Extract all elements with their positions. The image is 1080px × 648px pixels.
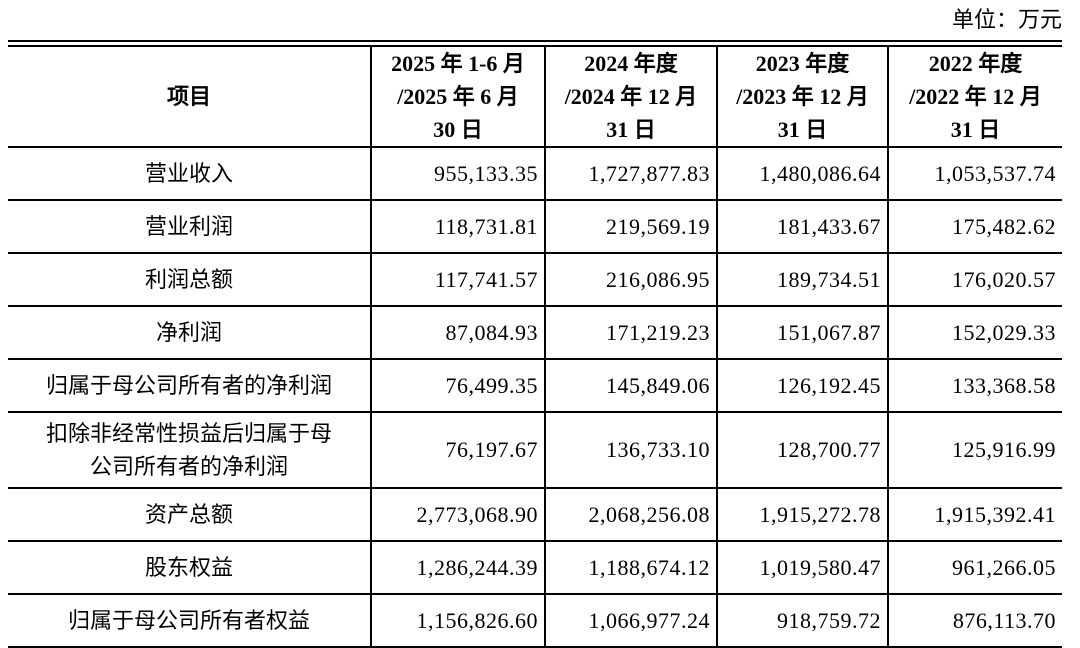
value-cell: 876,113.70 [887, 594, 1062, 648]
table-row: 营业利润 118,731.81 219,569.19 181,433.67 175,48… [8, 200, 1062, 254]
value-cell: 126,192.45 [716, 359, 888, 413]
col-header-period-1: 2024 年度 /2024 年 12 月 31 日 [544, 43, 717, 148]
value-cell: 1,727,877.83 [544, 147, 717, 201]
value-cell: 1,053,537.74 [887, 147, 1062, 201]
table-row: 归属于母公司所有者的净利润 76,499.35 145,849.06 126,192.… [8, 359, 1062, 413]
row-label: 资产总额 [8, 488, 371, 542]
value-cell: 1,066,977.24 [544, 594, 717, 648]
value-cell: 955,133.35 [370, 147, 545, 201]
value-cell: 1,188,674.12 [544, 541, 717, 595]
table-row: 净利润 87,084.93 171,219.23 151,067.87 152,029.… [8, 306, 1062, 360]
value-cell: 145,849.06 [544, 359, 717, 413]
value-cell: 219,569.19 [544, 200, 717, 254]
value-cell: 151,067.87 [716, 306, 888, 360]
row-label: 扣除非经常性损益后归属于母 公司所有者的净利润 [8, 412, 371, 489]
value-cell: 1,156,826.60 [370, 594, 545, 648]
table-header: 项目 2025 年 1-6 月 /2025 年 6 月 30 日 2024 年度 /… [8, 43, 1062, 148]
col-header-item: 项目 [8, 43, 371, 148]
value-cell: 133,368.58 [887, 359, 1062, 413]
value-cell: 961,266.05 [887, 541, 1062, 595]
row-label: 股东权益 [8, 541, 371, 595]
value-cell: 2,068,256.08 [544, 488, 717, 542]
table-body: 营业收入 955,133.35 1,727,877.83 1,480,086.64 1,… [8, 147, 1062, 648]
value-cell: 181,433.67 [716, 200, 888, 254]
value-cell: 175,482.62 [887, 200, 1062, 254]
row-label: 营业利润 [8, 200, 371, 254]
table-row: 扣除非经常性损益后归属于母 公司所有者的净利润 76,197.67 136,733.… [8, 412, 1062, 489]
value-cell: 152,029.33 [887, 306, 1062, 360]
table-row: 资产总额 2,773,068.90 2,068,256.08 1,915,272.78… [8, 488, 1062, 542]
value-cell: 76,197.67 [370, 412, 545, 489]
header-row: 项目 2025 年 1-6 月 /2025 年 6 月 30 日 2024 年度 /… [8, 43, 1062, 148]
col-header-period-0: 2025 年 1-6 月 /2025 年 6 月 30 日 [370, 43, 545, 148]
value-cell: 128,700.77 [716, 412, 888, 489]
value-cell: 1,286,244.39 [370, 541, 545, 595]
row-label: 利润总额 [8, 253, 371, 307]
value-cell: 171,219.23 [544, 306, 717, 360]
col-header-period-3: 2022 年度 /2022 年 12 月 31 日 [887, 43, 1062, 148]
value-cell: 118,731.81 [370, 200, 545, 254]
row-label: 净利润 [8, 306, 371, 360]
value-cell: 216,086.95 [544, 253, 717, 307]
financial-summary-table: 项目 2025 年 1-6 月 /2025 年 6 月 30 日 2024 年度 /… [8, 40, 1062, 648]
table-row: 归属于母公司所有者权益 1,156,826.60 1,066,977.24 918,7… [8, 594, 1062, 648]
row-label: 归属于母公司所有者权益 [8, 594, 371, 648]
unit-label: 单位：万元 [951, 7, 1062, 32]
row-label: 归属于母公司所有者的净利润 [8, 359, 371, 413]
value-cell: 125,916.99 [887, 412, 1062, 489]
row-label: 营业收入 [8, 147, 371, 201]
table-row: 利润总额 117,741.57 216,086.95 189,734.51 176,02… [8, 253, 1062, 307]
value-cell: 117,741.57 [370, 253, 545, 307]
table-row: 营业收入 955,133.35 1,727,877.83 1,480,086.64 1,… [8, 147, 1062, 201]
value-cell: 1,019,580.47 [716, 541, 888, 595]
value-cell: 136,733.10 [544, 412, 717, 489]
value-cell: 176,020.57 [887, 253, 1062, 307]
value-cell: 1,480,086.64 [716, 147, 888, 201]
value-cell: 76,499.35 [370, 359, 545, 413]
col-header-period-2: 2023 年度 /2023 年 12 月 31 日 [716, 43, 888, 148]
value-cell: 2,773,068.90 [370, 488, 545, 542]
value-cell: 1,915,392.41 [887, 488, 1062, 542]
value-cell: 1,915,272.78 [716, 488, 888, 542]
value-cell: 87,084.93 [370, 306, 545, 360]
table-row: 股东权益 1,286,244.39 1,188,674.12 1,019,580.47… [8, 541, 1062, 595]
value-cell: 918,759.72 [716, 594, 888, 648]
value-cell: 189,734.51 [716, 253, 888, 307]
